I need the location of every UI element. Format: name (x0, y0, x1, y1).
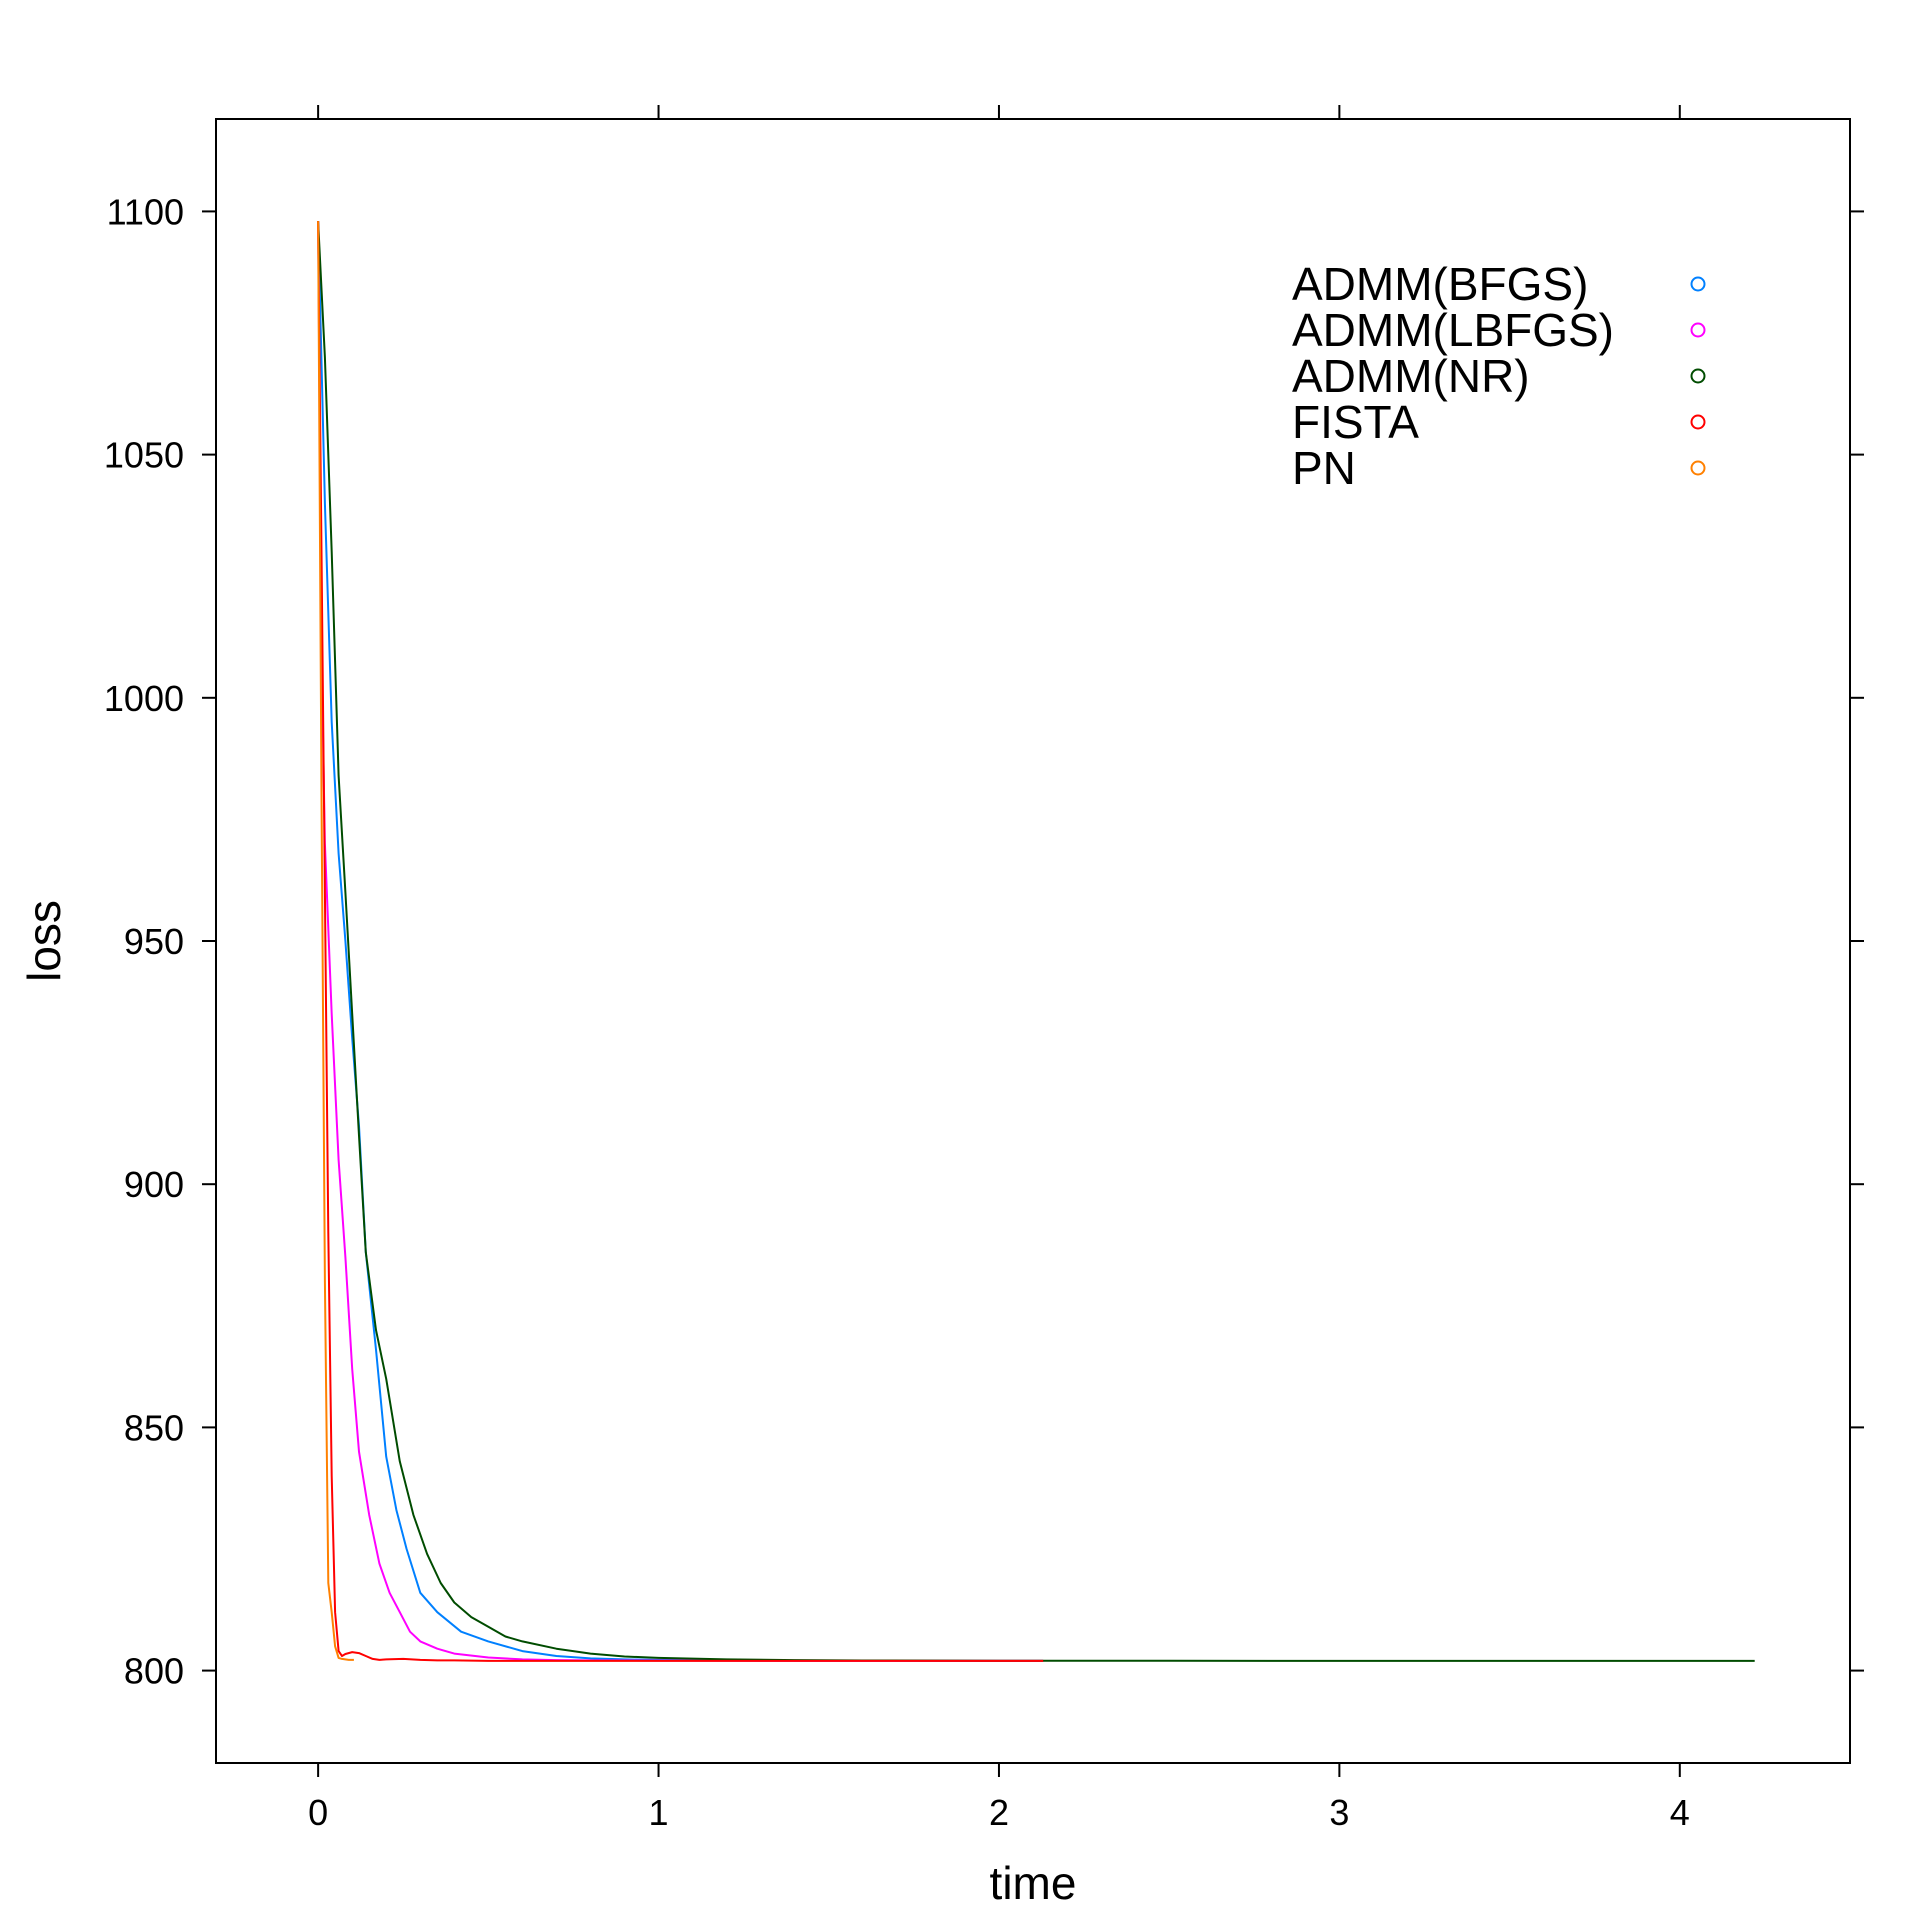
legend-marker-4 (1690, 460, 1706, 476)
y-tick-label-2: 900 (124, 1164, 184, 1205)
legend-marker-2 (1690, 368, 1706, 384)
plot-frame (215, 118, 1851, 1764)
series-line-1 (317, 221, 1044, 1662)
y-axis-ticks: 800 850 900 950 1000 1050 1100 (104, 191, 1864, 1692)
y-tick-label-5: 1050 (104, 435, 184, 476)
series-lines (317, 221, 1755, 1662)
series-line-4 (317, 221, 354, 1661)
legend-marker-3 (1690, 414, 1706, 430)
y-tick-label-3: 950 (124, 921, 184, 962)
y-tick-label-4: 1000 (104, 678, 184, 719)
x-tick-label-1: 1 (649, 1792, 669, 1833)
x-tick-label-3: 3 (1329, 1792, 1349, 1833)
legend-label-3: FISTA (1292, 396, 1419, 448)
series-line-2 (317, 221, 1755, 1662)
y-tick-label-1: 850 (124, 1407, 184, 1448)
y-axis-label: loss (18, 900, 70, 982)
x-tick-label-2: 2 (989, 1792, 1009, 1833)
legend-label-4: PN (1292, 442, 1356, 494)
legend-marker-1 (1690, 322, 1706, 338)
x-axis-label: time (990, 1857, 1077, 1909)
legend-label-2: ADMM(NR) (1292, 350, 1530, 402)
legend-marker-0 (1690, 276, 1706, 292)
x-tick-label-0: 0 (308, 1792, 328, 1833)
x-axis-ticks: 0 1 2 3 4 (308, 105, 1690, 1833)
legend-label-0: ADMM(BFGS) (1292, 258, 1588, 310)
series-line-3 (317, 221, 1044, 1662)
y-tick-label-6: 1100 (107, 191, 184, 232)
y-tick-label-0: 800 (124, 1651, 184, 1692)
series-line-0 (317, 221, 1044, 1662)
legend-label-1: ADMM(LBFGS) (1292, 304, 1614, 356)
x-tick-label-4: 4 (1670, 1792, 1690, 1833)
